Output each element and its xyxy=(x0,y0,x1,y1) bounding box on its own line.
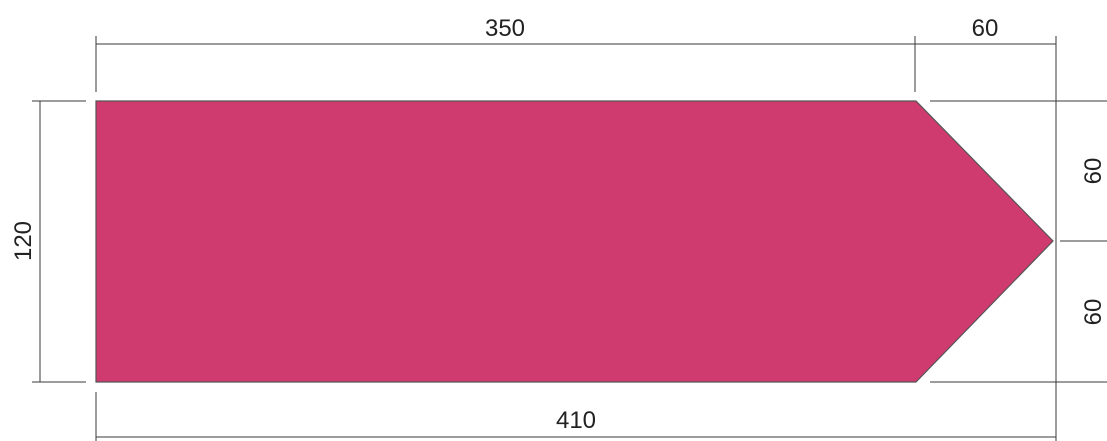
right-upper-height-label: 60 xyxy=(1080,158,1107,185)
left-height-label: 120 xyxy=(10,221,37,261)
right-lower-height-label: 60 xyxy=(1080,299,1107,326)
bottom-total-length-label: 410 xyxy=(556,407,596,434)
right-dimension-group: 60 60 xyxy=(930,100,1107,383)
top-left-length-label: 350 xyxy=(485,15,525,42)
left-dimension-group: 120 xyxy=(10,100,86,383)
bottom-dimension-group: 410 xyxy=(95,378,1057,441)
top-dimension-group: 350 60 xyxy=(95,15,1057,104)
top-right-length-label: 60 xyxy=(972,15,999,42)
arrow-shape xyxy=(95,100,1054,383)
